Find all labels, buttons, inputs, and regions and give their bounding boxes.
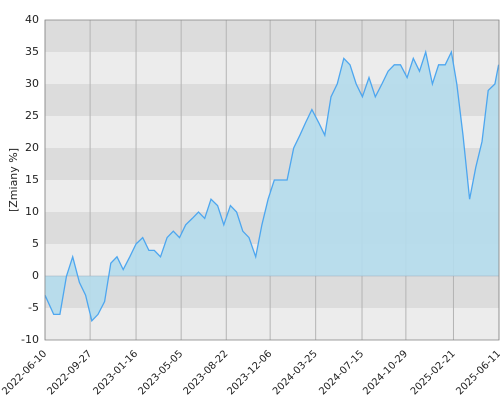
x-tick-label: 2024-07-15 [317,348,366,397]
y-tick-label: -10 [21,333,39,346]
y-tick-label: 15 [25,173,39,186]
band [45,308,499,340]
y-tick-label: 25 [25,109,39,122]
y-tick-label: 20 [25,141,39,154]
area [45,52,499,321]
line [44,49,500,323]
x-tick-label: 2022-06-10 [0,348,49,397]
band [45,20,499,52]
x-tick-label: 2023-05-05 [137,348,186,397]
x-tick-label: 2023-08-22 [182,348,231,397]
x-tick-label: 2025-02-21 [409,348,458,397]
x-tick-label: 2022-09-27 [45,348,94,397]
band [45,276,499,308]
y-tick-label: 40 [25,13,39,26]
plot-frame [44,19,500,341]
x-tick-label: 2024-10-29 [361,348,410,397]
x-tick-label: 2023-12-06 [226,348,275,397]
y-tick-label: -5 [28,301,39,314]
y-tick-label: 10 [25,205,39,218]
y-tick-label: 5 [32,237,39,250]
y-tick-label: 0 [32,269,39,282]
x-tick-label: 2023-01-16 [91,348,140,397]
y-tick-label: 30 [25,77,39,90]
x-tick-label: 2025-06-11 [454,348,500,397]
y-tick-label: 35 [25,45,39,58]
x-tick-label: 2024-03-25 [271,348,320,397]
y-axis-label: [Zmiany %] [7,148,20,212]
